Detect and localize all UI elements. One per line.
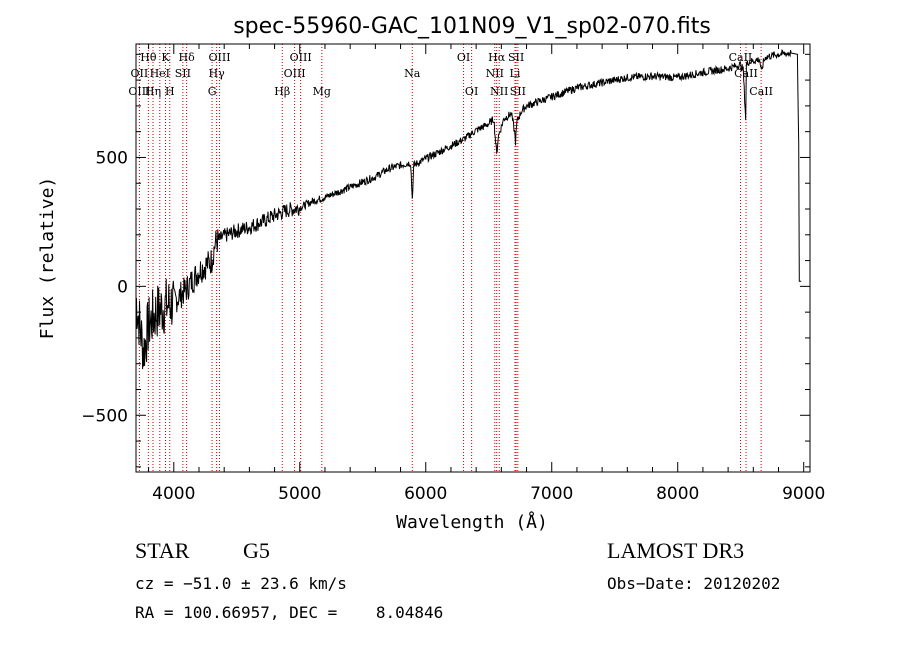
line-label: Hθ — [140, 51, 157, 64]
line-label: SII — [175, 67, 191, 80]
x-tick-label: 4000 — [152, 484, 195, 504]
y-tick-label: 500 — [96, 148, 128, 168]
line-label: Hβ — [274, 85, 290, 98]
axis-ticks: 4000 5000 6000 7000 8000 9000 −500 0 500 — [81, 44, 825, 504]
chart-title: spec-55960-GAC_101N09_V1_sp02-070.fits — [233, 14, 711, 39]
x-tick-label: 8000 — [656, 484, 699, 504]
x-tick-label: 5000 — [278, 484, 321, 504]
x-axis-label: Wavelength (Å) — [396, 511, 548, 533]
x-tick-label: 9000 — [782, 484, 825, 504]
line-label: Mg — [313, 85, 331, 98]
line-label: Hγ — [209, 67, 226, 80]
line-label: Hη — [145, 85, 161, 98]
observation-date: Obs−Date: 20120202 — [607, 574, 781, 593]
line-label: NII — [486, 67, 504, 80]
line-label: Li — [510, 67, 521, 80]
line-label: CaII — [729, 51, 753, 64]
line-label: CaII — [749, 85, 773, 98]
line-label: OI — [465, 85, 478, 98]
line-label: OIII — [290, 51, 312, 64]
line-label: HeI — [150, 67, 170, 80]
line-label: SII — [508, 51, 524, 64]
x-tick-label: 7000 — [530, 484, 573, 504]
y-axis-label: Flux (relative) — [37, 177, 58, 340]
line-label: Hα — [488, 51, 506, 64]
line-label: OIII — [128, 85, 150, 98]
line-label: H — [165, 85, 175, 98]
line-label: OI — [457, 51, 470, 64]
y-tick-label: 0 — [117, 277, 128, 297]
object-subclass: G5 — [243, 538, 270, 563]
line-label: OII — [131, 67, 149, 80]
y-tick-label: −500 — [81, 406, 128, 426]
line-label: G — [208, 85, 217, 98]
line-label: Na — [404, 67, 421, 80]
survey-name: LAMOST DR3 — [607, 538, 745, 563]
line-label: OIII — [284, 67, 306, 80]
line-label: NII — [490, 85, 508, 98]
x-tick-label: 6000 — [404, 484, 447, 504]
line-label: Hδ — [179, 51, 196, 64]
plot-frame — [135, 43, 811, 473]
line-label: OIII — [208, 51, 230, 64]
line-label: SII — [510, 85, 526, 98]
redshift-cz: cz = −51.0 ± 23.6 km/s — [135, 574, 347, 593]
ra-dec-coordinates: RA = 100.66957, DEC = 8.04846 — [135, 603, 444, 622]
line-label: K — [161, 51, 170, 64]
spectral-line-markers — [138, 44, 762, 472]
object-class: STAR — [135, 538, 190, 563]
spectrum-series-line — [135, 49, 802, 370]
